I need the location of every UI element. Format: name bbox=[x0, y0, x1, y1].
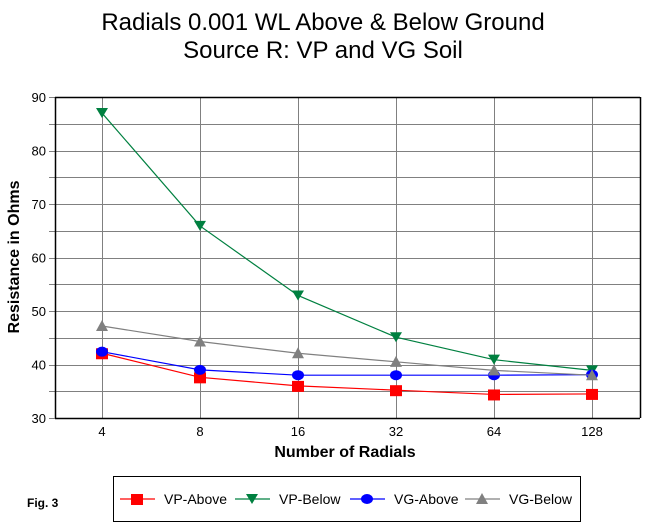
legend-label: VG-Above bbox=[394, 491, 459, 507]
series-line bbox=[101, 325, 593, 376]
x-tick-label: 16 bbox=[291, 424, 305, 439]
x-axis-label: Number of Radials bbox=[274, 444, 415, 461]
x-tick-label: 4 bbox=[98, 424, 105, 439]
series-vp-above bbox=[96, 348, 598, 401]
x-tick-label: 32 bbox=[389, 424, 403, 439]
data-point bbox=[488, 354, 500, 365]
series-vg-above bbox=[96, 346, 598, 381]
x-tick-label: 64 bbox=[487, 424, 501, 439]
data-point bbox=[586, 388, 598, 400]
y-tick-label: 80 bbox=[32, 144, 46, 159]
x-tick-label: 8 bbox=[196, 424, 203, 439]
data-point bbox=[194, 335, 206, 347]
legend-marker bbox=[476, 493, 488, 504]
y-tick-label: 50 bbox=[32, 304, 46, 319]
data-point bbox=[194, 220, 206, 231]
data-point bbox=[390, 385, 402, 397]
y-axis-label: Resistance in Ohms bbox=[6, 180, 23, 333]
data-point bbox=[586, 369, 598, 381]
axes bbox=[49, 96, 642, 420]
legend-box bbox=[113, 476, 581, 522]
legend-item: VP-Below bbox=[235, 491, 341, 507]
data-point bbox=[390, 355, 402, 367]
series-line bbox=[101, 112, 593, 371]
legend-label: VG-Below bbox=[509, 491, 573, 507]
data-point bbox=[96, 108, 108, 119]
data-point bbox=[292, 290, 304, 301]
series-vp-below bbox=[96, 108, 598, 376]
data-point bbox=[194, 364, 206, 375]
x-tick-label: 128 bbox=[581, 424, 603, 439]
data-point bbox=[390, 370, 402, 381]
grid bbox=[55, 97, 640, 418]
data-point bbox=[292, 380, 304, 392]
data-point bbox=[96, 346, 108, 357]
y-tick-label: 30 bbox=[32, 411, 46, 426]
figure-label: Fig. 3 bbox=[27, 496, 59, 510]
data-point bbox=[488, 364, 500, 376]
chart-title-line-2: Source R: VP and VG Soil bbox=[183, 37, 463, 64]
chart-title-line-1: Radials 0.001 WL Above & Below Ground bbox=[101, 9, 544, 36]
legend-item: VG-Above bbox=[350, 491, 459, 507]
legend-item: VG-Below bbox=[465, 491, 573, 507]
legend: VP-Above VP-Below VG-Above VG-Below bbox=[120, 491, 573, 507]
legend-label: VP-Above bbox=[164, 491, 227, 507]
x-tick-labels: 4 8 16 32 64 128 bbox=[98, 424, 602, 439]
data-point bbox=[292, 370, 304, 381]
legend-label: VP-Below bbox=[279, 491, 341, 507]
y-tick-label: 70 bbox=[32, 197, 46, 212]
legend-marker bbox=[246, 494, 258, 504]
data-point bbox=[488, 389, 500, 401]
series-group bbox=[96, 108, 598, 401]
data-point bbox=[194, 372, 206, 384]
y-tick-label: 60 bbox=[32, 251, 46, 266]
legend-item: VP-Above bbox=[120, 491, 227, 507]
series-line bbox=[101, 351, 593, 376]
series-line bbox=[101, 352, 593, 396]
data-point bbox=[292, 347, 304, 359]
legend-marker bbox=[361, 494, 373, 504]
y-tick-label: 40 bbox=[32, 358, 46, 373]
data-point bbox=[390, 332, 402, 343]
legend-marker bbox=[131, 494, 143, 505]
y-tick-labels: 30 40 50 60 70 80 90 bbox=[32, 90, 46, 426]
y-tick-label: 90 bbox=[32, 90, 46, 105]
data-point bbox=[96, 319, 108, 331]
series-vg-below bbox=[96, 319, 598, 381]
